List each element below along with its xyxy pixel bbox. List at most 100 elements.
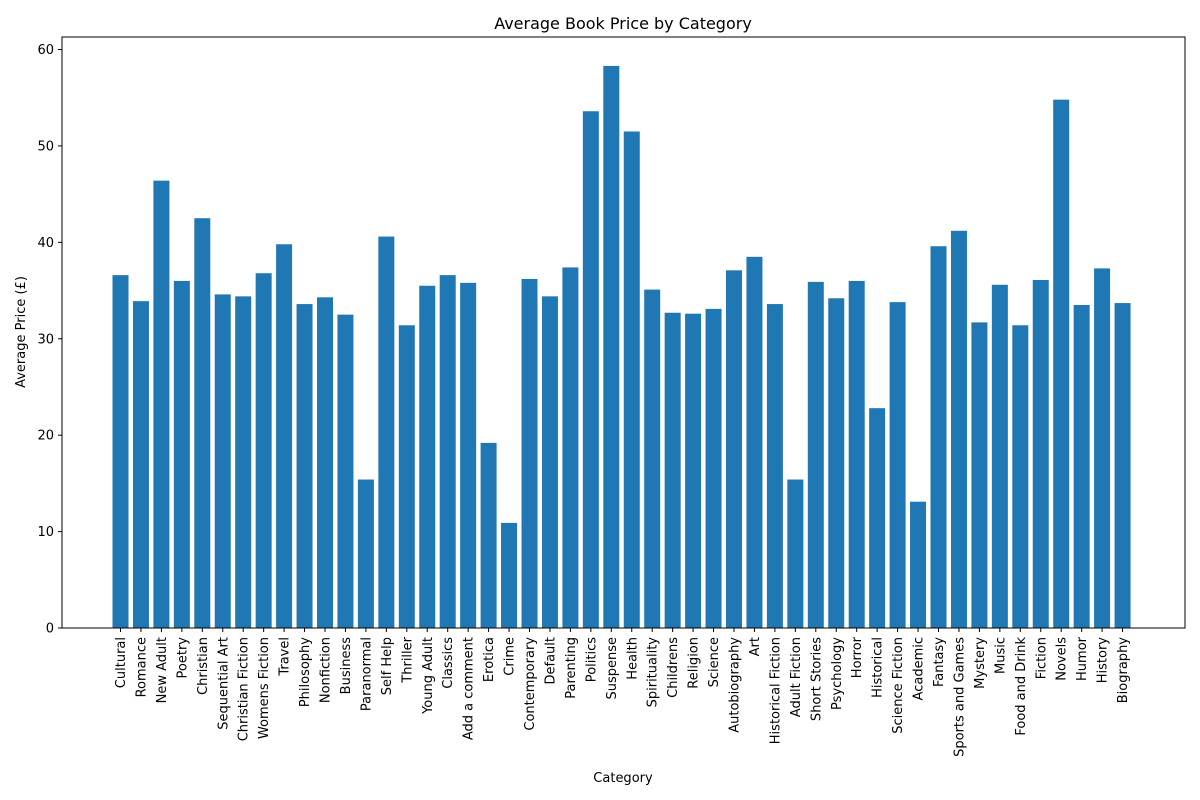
x-tick-label: Christian	[196, 637, 211, 695]
bar-psychology	[828, 298, 845, 628]
chart-title: Average Book Price by Category	[494, 14, 752, 33]
x-tick-label: Historical Fiction	[768, 637, 783, 744]
y-tick-label: 40	[37, 236, 54, 251]
bar-nonfiction	[317, 297, 333, 628]
bar-erotica	[480, 442, 497, 628]
bar-thriller	[398, 325, 415, 628]
bar-childrens	[664, 312, 681, 628]
x-tick-label: Young Adult	[421, 637, 436, 715]
bar-fantasy	[930, 246, 947, 628]
x-tick-label: Historical	[871, 637, 886, 698]
bar-philosophy	[296, 304, 313, 628]
bar-novels	[1053, 99, 1070, 629]
x-tick-label: Sports and Games	[952, 637, 967, 757]
x-tick-label: New Adult	[155, 637, 170, 703]
bar-fiction	[1032, 279, 1049, 628]
bar-horror	[848, 280, 865, 628]
x-tick-label: Poetry	[175, 637, 190, 679]
bar-classics	[439, 275, 456, 628]
bar-christian-fiction	[235, 296, 252, 628]
bar-history	[1094, 268, 1111, 628]
y-tick-label: 0	[46, 622, 54, 637]
bar-art	[746, 256, 763, 628]
y-tick-label: 10	[37, 525, 54, 540]
x-tick-label: Fiction	[1034, 637, 1049, 679]
bars-group	[112, 65, 1131, 629]
x-tick-label: Autobiography	[728, 637, 743, 733]
x-tick-label: Business	[339, 637, 354, 695]
x-tick-label: Parenting	[564, 637, 579, 699]
x-tick-label: Politics	[584, 637, 599, 682]
x-tick-label: Biography	[1116, 637, 1131, 704]
x-axis: Cultural Romance New Adult Poetry Christian S…	[114, 628, 1131, 757]
bar-paranormal	[357, 479, 374, 628]
bar-historical	[869, 408, 886, 628]
bar-academic	[910, 501, 927, 628]
x-tick-label: Science Fiction	[891, 637, 906, 734]
bar-food-and-drink	[1012, 325, 1029, 628]
bar-biography	[1114, 303, 1131, 628]
x-tick-label: Science	[707, 637, 722, 687]
bar-cultural	[112, 275, 129, 628]
y-tick-label: 60	[37, 43, 54, 58]
x-tick-label: Humor	[1075, 636, 1090, 681]
bar-short-stories	[807, 281, 824, 628]
bar-new-adult	[153, 180, 170, 628]
bar-crime	[501, 522, 518, 628]
y-tick-label: 50	[37, 139, 54, 154]
y-axis-label: Average Price (£)	[14, 276, 29, 388]
bar-young-adult	[419, 285, 436, 628]
x-tick-label: Suspense	[605, 637, 620, 700]
bar-contemporary	[521, 278, 538, 628]
x-tick-label: Novels	[1055, 637, 1070, 681]
bar-womens-fiction	[255, 273, 272, 628]
x-tick-label: Religion	[687, 637, 702, 689]
bar-travel	[276, 244, 293, 628]
x-tick-label: Philosophy	[298, 637, 313, 707]
x-tick-label: Nonfiction	[319, 637, 334, 703]
x-tick-label: Romance	[134, 637, 149, 697]
bar-add-a-comment	[460, 282, 477, 628]
x-tick-label: Fantasy	[932, 637, 947, 687]
y-axis: 0 10 20 30 40 50 60	[37, 43, 62, 637]
x-tick-label: Contemporary	[523, 637, 538, 731]
bar-science	[705, 308, 722, 628]
plot-frame	[61, 36, 1186, 629]
bar-science-fiction	[889, 302, 906, 628]
bar-politics	[582, 111, 599, 629]
x-tick-label: Self Help	[380, 637, 395, 695]
bar-health	[623, 131, 640, 629]
bar-suspense	[603, 65, 620, 629]
x-tick-label: Short Stories	[809, 637, 824, 721]
x-tick-label: Add a comment	[462, 637, 477, 740]
bar-historical-fiction	[766, 304, 783, 628]
bar-sequential-art	[214, 294, 231, 628]
x-tick-label: Womens Fiction	[257, 637, 272, 739]
bar-religion	[685, 313, 702, 628]
bar-christian	[194, 218, 211, 628]
x-tick-label: Music	[993, 637, 1008, 674]
x-tick-label: Sequential Art	[216, 637, 231, 730]
bar-autobiography	[726, 270, 742, 628]
bar-sports-and-games	[950, 230, 967, 629]
bar-default	[541, 296, 558, 628]
bar-music	[991, 284, 1008, 628]
y-tick-label: 20	[37, 429, 54, 444]
bar-romance	[132, 301, 149, 628]
bar-self-help	[378, 236, 395, 628]
bar-humor	[1073, 305, 1090, 628]
bar-mystery	[971, 322, 988, 628]
bar-parenting	[562, 267, 579, 628]
x-tick-label: Food and Drink	[1014, 637, 1029, 736]
x-tick-label: Spirituality	[646, 637, 661, 708]
x-tick-label: Childrens	[666, 637, 681, 698]
x-tick-label: Default	[543, 637, 558, 685]
x-tick-label: Psychology	[830, 637, 845, 710]
x-tick-label: Crime	[503, 637, 518, 676]
bar-adult-fiction	[787, 479, 804, 628]
y-tick-label: 30	[37, 332, 54, 347]
x-tick-label: Paranormal	[359, 637, 374, 711]
x-tick-label: Christian Fiction	[237, 637, 252, 741]
x-tick-label: Cultural	[114, 637, 129, 688]
